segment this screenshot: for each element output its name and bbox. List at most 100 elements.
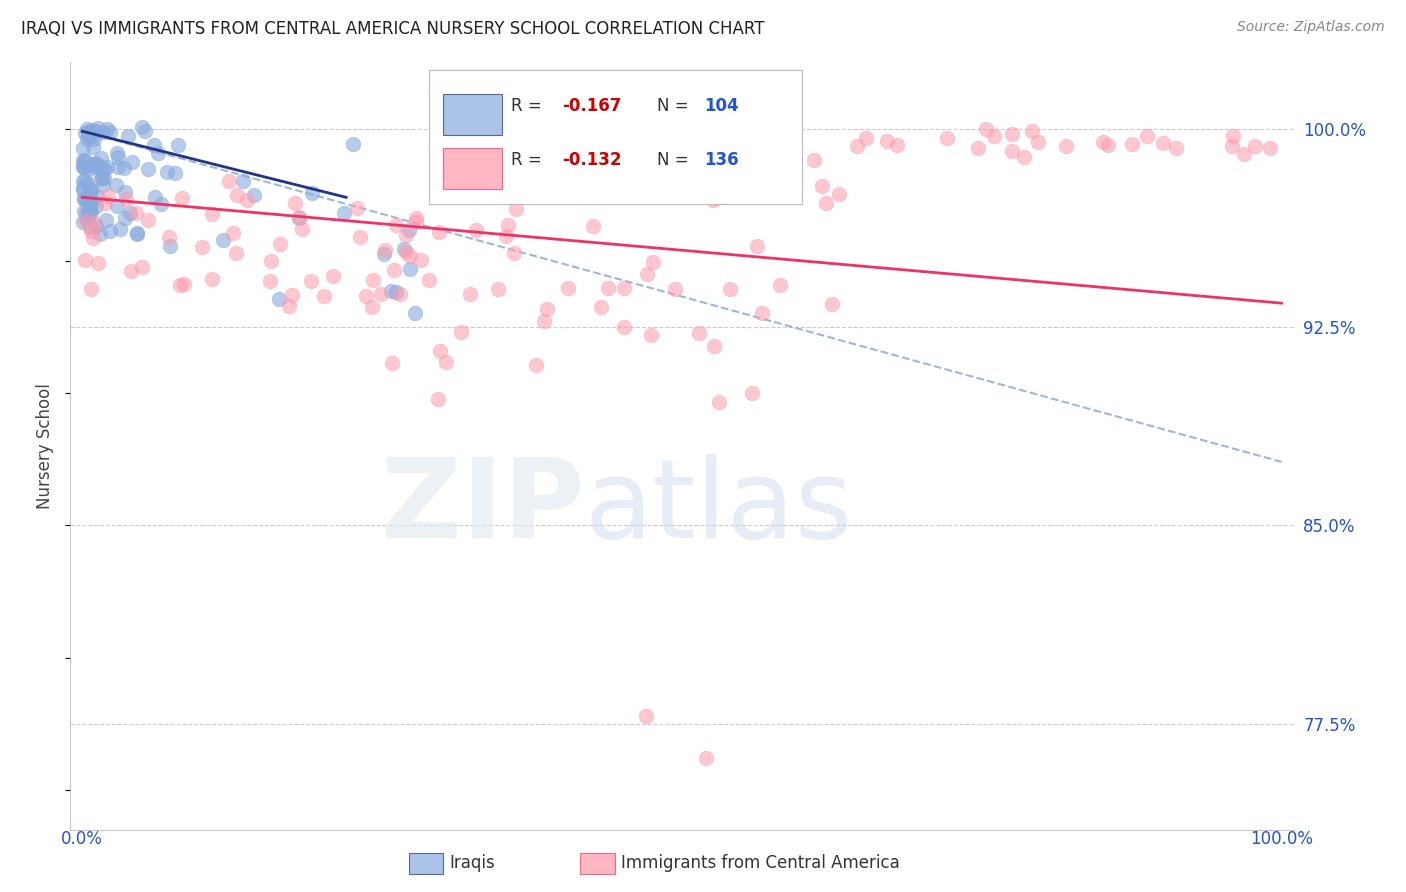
- Point: [1021, 124, 1043, 138]
- FancyBboxPatch shape: [429, 70, 801, 204]
- Point: [76, 212, 98, 227]
- Point: [707, 394, 730, 409]
- Point: [201, 207, 224, 221]
- Point: [125, 206, 148, 220]
- Point: [149, 197, 172, 211]
- Point: [72, 141, 94, 155]
- Point: [212, 233, 235, 247]
- Point: [486, 282, 509, 296]
- Point: [636, 267, 658, 281]
- Point: [533, 314, 555, 328]
- Point: [776, 165, 799, 179]
- Point: [72, 159, 94, 173]
- Point: [73, 192, 96, 206]
- Point: [157, 230, 180, 244]
- Point: [107, 150, 129, 164]
- Point: [80, 122, 103, 136]
- Point: [346, 201, 368, 215]
- Point: [72, 215, 94, 229]
- Point: [79, 219, 101, 234]
- Point: [93, 162, 115, 177]
- Point: [159, 239, 181, 253]
- Point: [983, 129, 1005, 144]
- Point: [166, 138, 188, 153]
- Point: [361, 273, 384, 287]
- Point: [395, 244, 418, 259]
- Point: [75, 214, 97, 228]
- Point: [389, 287, 412, 301]
- Point: [505, 202, 527, 216]
- Point: [105, 199, 128, 213]
- Point: [536, 301, 558, 316]
- Point: [76, 122, 98, 136]
- Point: [87, 256, 110, 270]
- Point: [1091, 136, 1114, 150]
- Point: [83, 124, 105, 138]
- Text: R =: R =: [510, 151, 547, 169]
- Point: [1233, 147, 1256, 161]
- Point: [1243, 138, 1265, 153]
- Point: [94, 196, 117, 211]
- Point: [98, 224, 121, 238]
- Point: [84, 215, 107, 229]
- Point: [681, 186, 703, 201]
- Point: [90, 170, 112, 185]
- Point: [75, 206, 97, 220]
- Point: [127, 227, 149, 241]
- Point: [82, 230, 104, 244]
- Point: [427, 392, 450, 406]
- Point: [936, 130, 959, 145]
- Point: [72, 155, 94, 169]
- Point: [269, 292, 291, 306]
- Point: [429, 225, 451, 239]
- FancyBboxPatch shape: [581, 853, 614, 874]
- Point: [718, 282, 741, 296]
- Point: [1136, 128, 1159, 143]
- Point: [259, 274, 281, 288]
- Point: [744, 128, 766, 142]
- Point: [91, 125, 114, 139]
- Point: [76, 195, 98, 210]
- Point: [640, 327, 662, 342]
- Point: [170, 190, 193, 204]
- Point: [1097, 137, 1119, 152]
- Point: [72, 183, 94, 197]
- Point: [84, 199, 107, 213]
- Point: [1152, 136, 1174, 151]
- Point: [361, 300, 384, 314]
- Point: [1054, 138, 1077, 153]
- Text: 136: 136: [704, 151, 738, 169]
- Point: [121, 155, 143, 169]
- Point: [821, 296, 844, 310]
- Point: [73, 204, 96, 219]
- Text: IRAQI VS IMMIGRANTS FROM CENTRAL AMERICA NURSERY SCHOOL CORRELATION CHART: IRAQI VS IMMIGRANTS FROM CENTRAL AMERICA…: [21, 20, 765, 37]
- Point: [582, 219, 605, 234]
- Point: [524, 358, 547, 372]
- Point: [225, 245, 247, 260]
- Point: [82, 156, 104, 170]
- Point: [89, 227, 111, 241]
- Point: [769, 143, 792, 157]
- Point: [90, 151, 112, 165]
- Point: [1121, 136, 1143, 151]
- Point: [409, 253, 432, 268]
- Point: [392, 242, 415, 256]
- Point: [79, 161, 101, 175]
- Point: [169, 277, 191, 292]
- Point: [201, 271, 224, 285]
- Point: [1222, 139, 1244, 153]
- Point: [76, 176, 98, 190]
- Point: [370, 287, 392, 301]
- Point: [114, 211, 136, 225]
- Point: [218, 174, 240, 188]
- Point: [173, 277, 195, 291]
- Point: [772, 146, 794, 161]
- Point: [72, 174, 94, 188]
- Point: [127, 227, 149, 241]
- Point: [120, 264, 142, 278]
- Point: [80, 183, 103, 197]
- Point: [80, 205, 103, 219]
- Point: [766, 140, 789, 154]
- Point: [1026, 136, 1049, 150]
- Point: [134, 124, 156, 138]
